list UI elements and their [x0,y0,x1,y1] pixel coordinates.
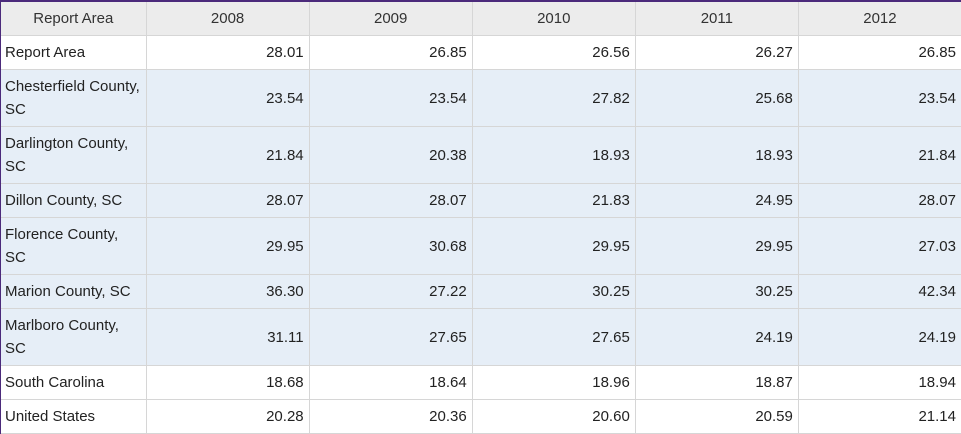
cell-value: 18.93 [472,126,636,184]
cell-value: 30.25 [635,274,799,309]
table-row: Dillon County, SC 28.07 28.07 21.83 24.9… [1,183,961,218]
cell-value: 18.87 [635,365,799,400]
cell-value: 30.25 [472,274,636,309]
cell-value: 31.11 [146,308,310,366]
cell-value: 20.38 [309,126,473,184]
cell-value: 23.54 [309,69,473,127]
row-name: Marion County, SC [1,274,147,309]
cell-value: 20.59 [635,399,799,434]
cell-value: 21.83 [472,183,636,218]
cell-value: 21.84 [146,126,310,184]
row-name: Darlington County, SC [1,126,147,184]
cell-value: 42.34 [798,274,961,309]
cell-value: 24.19 [635,308,799,366]
table-header: Report Area 2008 2009 2010 2011 2012 [1,2,961,36]
cell-value: 26.27 [635,35,799,70]
cell-value: 27.22 [309,274,473,309]
cell-value: 27.82 [472,69,636,127]
table-row: Darlington County, SC 21.84 20.38 18.93 … [1,126,961,184]
cell-value: 24.19 [798,308,961,366]
table-row: Marion County, SC 36.30 27.22 30.25 30.2… [1,274,961,309]
table-row: Florence County, SC 29.95 30.68 29.95 29… [1,217,961,275]
cell-value: 29.95 [146,217,310,275]
table-body: Report Area 28.01 26.85 26.56 26.27 26.8… [1,35,961,434]
cell-value: 24.95 [635,183,799,218]
cell-value: 30.68 [309,217,473,275]
cell-value: 18.94 [798,365,961,400]
column-header-year[interactable]: 2012 [798,2,961,36]
row-name: South Carolina [1,365,147,400]
column-header-year[interactable]: 2008 [146,2,310,36]
cell-value: 23.54 [146,69,310,127]
cell-value: 29.95 [472,217,636,275]
cell-value: 18.93 [635,126,799,184]
cell-value: 28.07 [146,183,310,218]
row-name: Chesterfield County, SC [1,69,147,127]
cell-value: 29.95 [635,217,799,275]
cell-value: 23.54 [798,69,961,127]
cell-value: 36.30 [146,274,310,309]
row-name: Marlboro County, SC [1,308,147,366]
column-header-year[interactable]: 2009 [309,2,473,36]
cell-value: 20.60 [472,399,636,434]
cell-value: 27.65 [472,308,636,366]
table-row: Chesterfield County, SC 23.54 23.54 27.8… [1,69,961,127]
cell-value: 27.03 [798,217,961,275]
cell-value: 18.68 [146,365,310,400]
cell-value: 20.28 [146,399,310,434]
column-header-year[interactable]: 2011 [635,2,799,36]
cell-value: 26.85 [798,35,961,70]
cell-value: 21.14 [798,399,961,434]
row-name: Dillon County, SC [1,183,147,218]
row-name: Florence County, SC [1,217,147,275]
table-row: Marlboro County, SC 31.11 27.65 27.65 24… [1,308,961,366]
cell-value: 18.96 [472,365,636,400]
column-header-report-area[interactable]: Report Area [1,2,147,36]
cell-value: 25.68 [635,69,799,127]
cell-value: 26.56 [472,35,636,70]
row-name: Report Area [1,35,147,70]
cell-value: 27.65 [309,308,473,366]
table-row: South Carolina 18.68 18.64 18.96 18.87 1… [1,365,961,400]
table-row: Report Area 28.01 26.85 26.56 26.27 26.8… [1,35,961,70]
cell-value: 28.07 [309,183,473,218]
cell-value: 18.64 [309,365,473,400]
cell-value: 26.85 [309,35,473,70]
column-header-year[interactable]: 2010 [472,2,636,36]
cell-value: 28.07 [798,183,961,218]
row-name: United States [1,399,147,434]
cell-value: 21.84 [798,126,961,184]
header-row: Report Area 2008 2009 2010 2011 2012 [1,2,961,36]
cell-value: 20.36 [309,399,473,434]
cell-value: 28.01 [146,35,310,70]
table-row: United States 20.28 20.36 20.60 20.59 21… [1,399,961,434]
